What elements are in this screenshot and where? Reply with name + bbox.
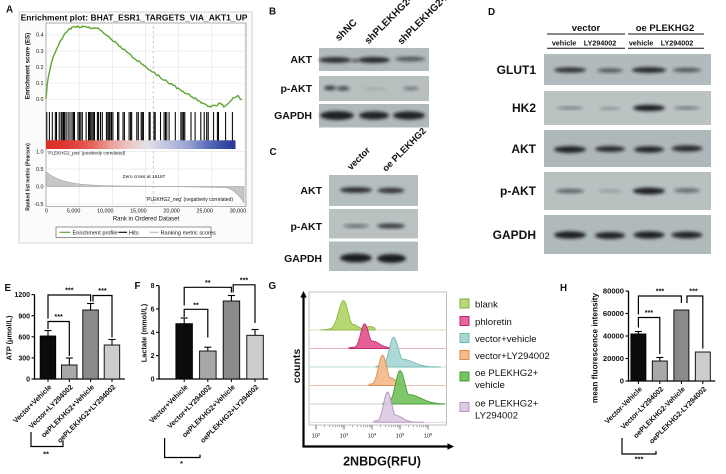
svg-text:***: *** bbox=[240, 276, 249, 285]
svg-text:***: *** bbox=[645, 308, 654, 317]
svg-text:counts: counts bbox=[291, 349, 303, 384]
svg-text:1.0: 1.0 bbox=[36, 149, 44, 155]
svg-text:***: *** bbox=[98, 286, 107, 295]
svg-text:AKT: AKT bbox=[511, 142, 536, 156]
svg-text:Ranked list metric (Pearson): Ranked list metric (Pearson) bbox=[26, 143, 32, 211]
svg-text:40000: 40000 bbox=[603, 332, 624, 341]
svg-text:AKT: AKT bbox=[300, 185, 322, 197]
svg-text:60000: 60000 bbox=[603, 309, 624, 318]
svg-text:ATP (μmol/L): ATP (μmol/L) bbox=[5, 315, 14, 360]
svg-text:104: 104 bbox=[368, 432, 377, 440]
svg-text:102: 102 bbox=[312, 432, 321, 440]
svg-text:0: 0 bbox=[26, 377, 30, 384]
svg-text:0: 0 bbox=[151, 377, 155, 384]
svg-text:vector: vector bbox=[572, 23, 601, 34]
svg-text:F: F bbox=[135, 281, 141, 292]
svg-text:105: 105 bbox=[396, 432, 405, 440]
svg-text:***: *** bbox=[65, 286, 74, 295]
svg-text:vehicle: vehicle bbox=[629, 39, 653, 48]
svg-text:103: 103 bbox=[340, 432, 349, 440]
svg-text:600: 600 bbox=[18, 334, 30, 341]
svg-text:'PLEKHG2_neg' (negatively corr: 'PLEKHG2_neg' (negatively correlated) bbox=[146, 197, 233, 203]
svg-text:blank: blank bbox=[475, 300, 498, 311]
svg-text:Lactate (mmol/L): Lactate (mmol/L) bbox=[139, 303, 148, 362]
svg-text:***: *** bbox=[689, 287, 698, 296]
svg-text:-0.5: -0.5 bbox=[34, 202, 43, 208]
svg-text:20,000: 20,000 bbox=[163, 209, 180, 215]
svg-text:**: ** bbox=[205, 278, 211, 287]
svg-text:GAPDH: GAPDH bbox=[274, 110, 312, 122]
svg-text:Hits: Hits bbox=[129, 230, 139, 236]
svg-text:**: ** bbox=[193, 300, 199, 309]
svg-text:0.5: 0.5 bbox=[36, 167, 44, 173]
svg-text:***: *** bbox=[635, 455, 644, 464]
svg-text:4: 4 bbox=[151, 330, 155, 337]
svg-text:**: ** bbox=[43, 450, 49, 459]
svg-text:p-AKT: p-AKT bbox=[500, 184, 537, 198]
svg-text:C: C bbox=[270, 147, 277, 158]
svg-text:1200: 1200 bbox=[14, 292, 30, 299]
svg-text:10,000: 10,000 bbox=[97, 209, 114, 215]
svg-text:2: 2 bbox=[151, 353, 155, 360]
svg-text:2NBDG(RFU): 2NBDG(RFU) bbox=[343, 455, 421, 469]
svg-text:oe PLEKHG2: oe PLEKHG2 bbox=[636, 23, 695, 34]
svg-text:Ranking metric scores: Ranking metric scores bbox=[161, 230, 217, 236]
svg-text:oe PLEKHG2+: oe PLEKHG2+ bbox=[475, 399, 539, 410]
svg-text:GLUT1: GLUT1 bbox=[497, 63, 537, 77]
svg-text:vehicle: vehicle bbox=[552, 39, 576, 48]
svg-text:***: *** bbox=[54, 312, 63, 321]
svg-text:mean fluorescence intensity: mean fluorescence intensity bbox=[591, 293, 600, 404]
svg-text:0: 0 bbox=[620, 377, 624, 386]
svg-text:*: * bbox=[180, 459, 183, 468]
svg-text:0.2: 0.2 bbox=[36, 65, 44, 71]
svg-text:0.4: 0.4 bbox=[36, 33, 44, 39]
svg-text:0.3: 0.3 bbox=[36, 49, 44, 55]
svg-text:GAPDH: GAPDH bbox=[284, 253, 322, 265]
svg-text:Enrichment profile: Enrichment profile bbox=[73, 230, 118, 236]
svg-text:8: 8 bbox=[151, 283, 155, 290]
svg-text:vector+LY294002: vector+LY294002 bbox=[475, 351, 550, 362]
svg-text:Enrichment score (ES): Enrichment score (ES) bbox=[25, 33, 32, 99]
svg-text:p-AKT: p-AKT bbox=[281, 83, 313, 95]
svg-text:25,000: 25,000 bbox=[197, 209, 214, 215]
svg-text:15,000: 15,000 bbox=[130, 209, 147, 215]
svg-text:0.1: 0.1 bbox=[36, 81, 44, 87]
svg-text:30,000: 30,000 bbox=[230, 209, 247, 215]
svg-text:phloretin: phloretin bbox=[475, 317, 512, 328]
svg-text:LY294002: LY294002 bbox=[475, 410, 518, 421]
svg-text:5,000: 5,000 bbox=[67, 209, 81, 215]
svg-text:GAPDH: GAPDH bbox=[493, 228, 536, 242]
svg-text:G: G bbox=[269, 281, 277, 292]
svg-text:E: E bbox=[5, 283, 12, 294]
svg-text:80000: 80000 bbox=[603, 287, 624, 296]
svg-text:'PLEKHG2_pos' (positively corr: 'PLEKHG2_pos' (positively correlated) bbox=[48, 151, 126, 156]
svg-text:vehicle: vehicle bbox=[475, 380, 505, 391]
svg-text:H: H bbox=[560, 283, 567, 294]
svg-text:p-AKT: p-AKT bbox=[291, 221, 323, 233]
svg-text:900: 900 bbox=[18, 313, 30, 320]
svg-text:Zero cross at 16167: Zero cross at 16167 bbox=[123, 174, 166, 180]
svg-text:106: 106 bbox=[424, 432, 433, 440]
svg-text:0.0: 0.0 bbox=[36, 184, 44, 190]
svg-text:20000: 20000 bbox=[603, 354, 624, 363]
svg-text:***: *** bbox=[656, 287, 665, 296]
svg-text:300: 300 bbox=[18, 356, 30, 363]
svg-text:0: 0 bbox=[45, 209, 48, 215]
svg-text:AKT: AKT bbox=[290, 54, 312, 66]
svg-text:LY294002: LY294002 bbox=[661, 39, 694, 48]
svg-text:6: 6 bbox=[151, 307, 155, 314]
svg-text:Enrichment plot: BHAT_ESR1_TAR: Enrichment plot: BHAT_ESR1_TARGETS_VIA_A… bbox=[21, 13, 248, 23]
svg-text:oe PLEKHG2+: oe PLEKHG2+ bbox=[475, 368, 539, 379]
svg-text:HK2: HK2 bbox=[512, 101, 536, 115]
svg-text:0.0: 0.0 bbox=[36, 97, 44, 103]
svg-text:Rank in Ordered Dataset: Rank in Ordered Dataset bbox=[113, 217, 180, 223]
svg-text:A: A bbox=[6, 4, 13, 15]
svg-text:D: D bbox=[488, 7, 495, 18]
svg-text:LY294002: LY294002 bbox=[584, 39, 617, 48]
svg-text:B: B bbox=[269, 7, 276, 18]
svg-text:vector+vehicle: vector+vehicle bbox=[475, 334, 537, 345]
